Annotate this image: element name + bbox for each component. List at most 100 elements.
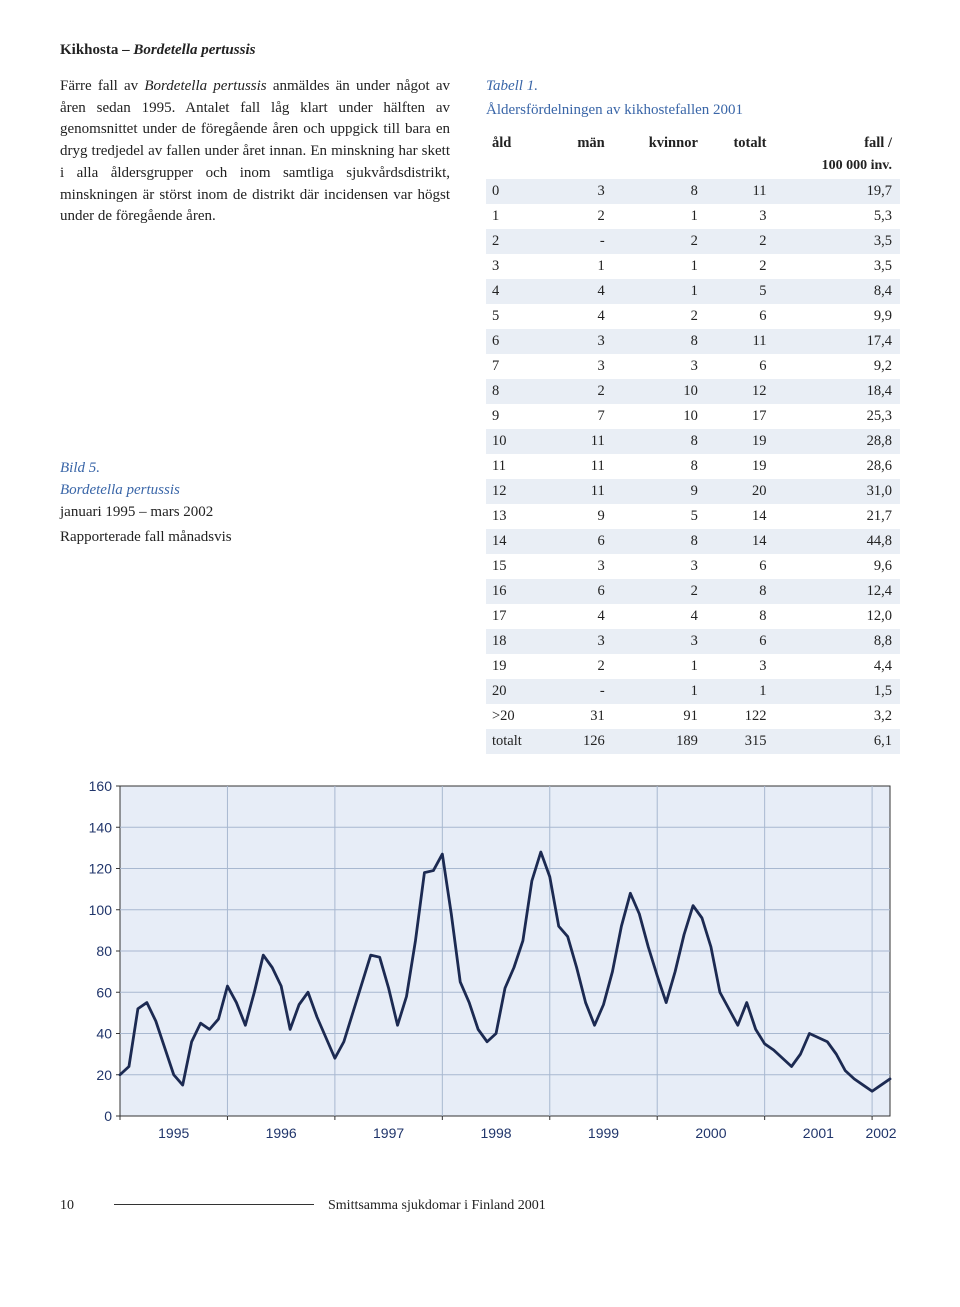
table-cell: 5 [486,304,553,329]
table-cell: 91 [613,704,706,729]
table-cell: 1 [613,204,706,229]
para-rest: anmäldes än under något av åren sedan 19… [60,78,450,225]
figure-caption-block: Bild 5. Bordetella pertussis januari 199… [60,458,450,549]
table-header-row-2: 100 000 inv. [486,156,900,178]
table-cell: 6 [706,554,775,579]
svg-text:1998: 1998 [480,1125,511,1141]
table-cell: 6 [553,529,613,554]
table-row: 101181928,8 [486,429,900,454]
table-row: 1662812,4 [486,579,900,604]
table-cell: 4 [613,604,706,629]
table-cell: 3,5 [774,229,900,254]
table-cell: 3 [553,329,613,354]
two-column-layout: Färre fall av Bordetella pertussis anmäl… [60,76,900,754]
table-cell: 2 [706,254,775,279]
table-row: 31123,5 [486,254,900,279]
table-cell: 10 [613,379,706,404]
figure-label: Rapporterade fall månadsvis [60,527,450,549]
table-cell: 4 [553,304,613,329]
table-cell: 4 [486,279,553,304]
table-cell: 1 [613,279,706,304]
table-cell: 3 [553,629,613,654]
table-row: 73369,2 [486,354,900,379]
table-cell: 1 [613,254,706,279]
svg-text:1995: 1995 [158,1125,189,1141]
table-cell: >20 [486,704,553,729]
table-cell: 19 [706,454,775,479]
svg-text:20: 20 [96,1067,112,1083]
footer-rule [114,1204,314,1205]
table-cell: 8 [613,429,706,454]
svg-text:1996: 1996 [266,1125,297,1141]
table-cell: 4 [553,604,613,629]
table-row: 82101218,4 [486,379,900,404]
section-heading: Kikhosta – Bordetella pertussis [60,40,900,62]
table-number: Tabell 1. [486,76,900,98]
svg-text:1999: 1999 [588,1125,619,1141]
table-cell: 9 [613,479,706,504]
table-cell: 31 [553,704,613,729]
table-cell: 126 [553,729,613,754]
table-cell: 1,5 [774,679,900,704]
table-cell: 20 [706,479,775,504]
svg-text:120: 120 [89,860,113,876]
table-cell: - [553,229,613,254]
table-cell: 5,3 [774,204,900,229]
svg-text:140: 140 [89,819,113,835]
table-cell: 44,8 [774,529,900,554]
table-cell: 21,7 [774,504,900,529]
table-cell: 9 [486,404,553,429]
table-cell: 4 [553,279,613,304]
th-fall: fall / [774,131,900,156]
table-cell: 1 [613,654,706,679]
table-cell: 9 [553,504,613,529]
table-cell: 1 [613,679,706,704]
table-cell: 5 [613,504,706,529]
table-cell: 19 [706,429,775,454]
table-cell: 122 [706,704,775,729]
table-cell: 11 [486,454,553,479]
table-row: 13951421,7 [486,504,900,529]
th-ald: åld [486,131,553,156]
table-cell: - [553,679,613,704]
table-cell: 19 [486,654,553,679]
figure-number: Bild 5. [60,458,450,480]
table-caption: Åldersfördelningen av kikhostefallen 200… [486,100,900,122]
table-cell: 6 [706,629,775,654]
table-cell: 12,4 [774,579,900,604]
table-row: 14681444,8 [486,529,900,554]
table-cell: 9,9 [774,304,900,329]
table-row: 183368,8 [486,629,900,654]
line-chart: 0204060801001201401601995199619971998199… [60,776,900,1156]
table-cell: 7 [553,404,613,429]
table-cell: 8 [613,454,706,479]
figure-range: januari 1995 – mars 2002 [60,504,213,520]
table-row: 20-111,5 [486,679,900,704]
table-cell: 315 [706,729,775,754]
table-cell: 25,3 [774,404,900,429]
latin-name: Bordetella pertussis [133,42,255,58]
table-cell: 1 [486,204,553,229]
table-cell: 8 [706,604,775,629]
svg-text:2002: 2002 [865,1125,896,1141]
right-column: Tabell 1. Åldersfördelningen av kikhoste… [486,76,900,754]
table-cell: 20 [486,679,553,704]
table-cell: 11 [706,329,775,354]
th-totalt: totalt [706,131,775,156]
age-distribution-table: åld män kvinnor totalt fall / 100 000 in… [486,131,900,754]
table-cell: 3 [706,654,775,679]
table-cell: 6 [706,354,775,379]
page-footer: 10 Smittsamma sjukdomar i Finland 2001 [60,1196,900,1216]
table-cell: 15 [486,554,553,579]
table-cell: 3 [613,354,706,379]
table-head: åld män kvinnor totalt fall / 100 000 in… [486,131,900,178]
table-cell: 2 [706,229,775,254]
table-cell: 18,4 [774,379,900,404]
svg-text:0: 0 [104,1108,112,1124]
table-row: 111181928,6 [486,454,900,479]
table-cell: 12 [706,379,775,404]
table-cell: 2 [553,379,613,404]
disease-name: Kikhosta [60,42,118,58]
table-row: 192134,4 [486,654,900,679]
table-cell: 2 [486,229,553,254]
